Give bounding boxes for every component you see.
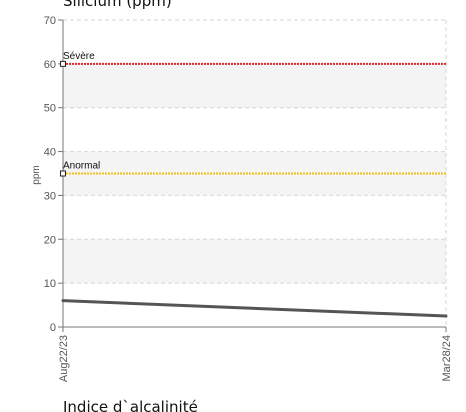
threshold-label: Anormal <box>63 161 100 172</box>
y-tick-label: 50 <box>44 103 56 115</box>
grid-band <box>63 63 446 108</box>
y-axis-label: ppm <box>31 165 42 184</box>
x-tick-label: Aug22/23 <box>58 335 70 382</box>
threshold-marker <box>60 60 66 67</box>
series-lines <box>61 299 448 318</box>
y-tick-label: 60 <box>44 59 56 71</box>
chart-title: Silicium (ppm) <box>63 0 172 10</box>
y-tick-label: 10 <box>44 278 56 290</box>
threshold-lines: Sévère Anormal <box>60 51 446 177</box>
tick-labels: 0 10 20 30 40 50 60 70 Aug22/23 Mar28/24 <box>44 15 453 382</box>
y-tick-label: 40 <box>44 147 56 159</box>
y-tick-label: 30 <box>44 190 56 202</box>
y-tick-label: 70 <box>44 15 56 27</box>
y-tick-label: 0 <box>50 322 56 334</box>
next-chart-title: Indice d`alcalinité <box>63 398 198 412</box>
series-line <box>61 299 448 318</box>
threshold-label: Sévère <box>63 51 95 62</box>
threshold-marker <box>60 170 66 177</box>
grid-band <box>63 239 446 284</box>
y-tick-label: 20 <box>44 234 56 246</box>
x-tick-label: Mar28/24 <box>441 335 453 381</box>
